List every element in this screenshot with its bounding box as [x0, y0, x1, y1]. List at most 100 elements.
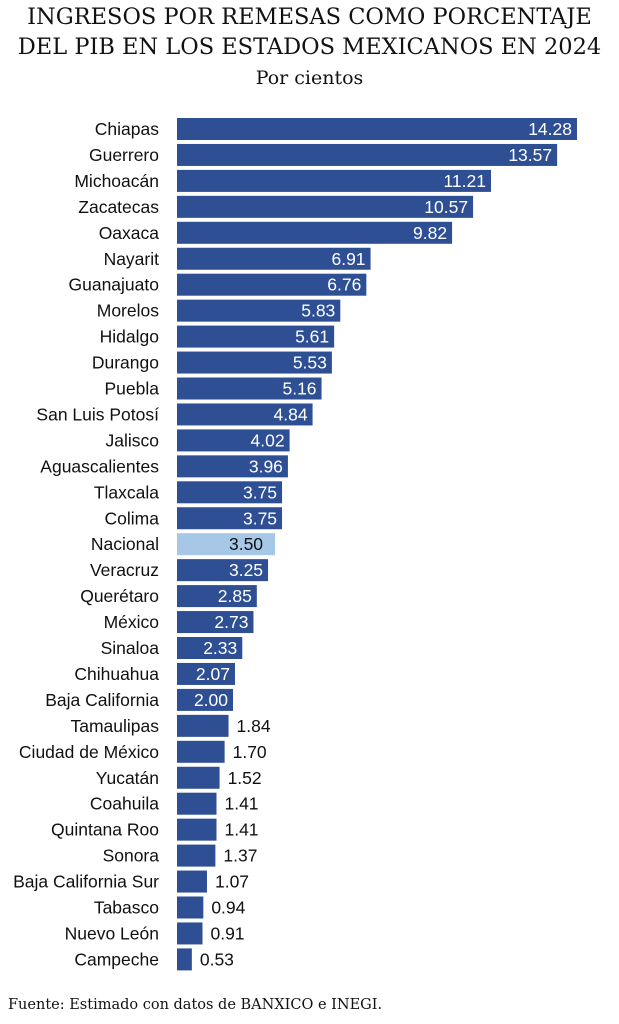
bar-queretaro — [177, 585, 257, 608]
bar-durango — [177, 351, 332, 374]
bar-tabasco — [177, 896, 204, 919]
value-label-guanajuato: 6.76 — [327, 275, 361, 295]
bar-aguascalientes — [177, 455, 288, 478]
category-label-tamaulipas: Tamaulipas — [70, 716, 159, 736]
bar-puebla — [177, 377, 322, 400]
bar-yucatan — [177, 766, 220, 789]
category-label-chiapas: Chiapas — [95, 119, 159, 139]
category-label-coahuila: Coahuila — [90, 794, 159, 814]
category-label-aguascalientes: Aguascalientes — [40, 456, 159, 476]
value-label-chiapas: 14.28 — [528, 119, 572, 139]
bar-morelos — [177, 299, 341, 322]
value-label-chihuahua: 2.07 — [196, 664, 230, 684]
bar-nacional — [177, 533, 276, 556]
category-label-quintana-roo: Quintana Roo — [51, 820, 159, 840]
bar-baja-california — [177, 688, 234, 711]
category-label-mexico: México — [104, 612, 159, 632]
value-label-tabasco: 0.94 — [211, 898, 245, 918]
category-label-guerrero: Guerrero — [89, 145, 159, 165]
bar-nuevo-leon — [177, 922, 203, 945]
category-label-sinaloa: Sinaloa — [101, 638, 160, 658]
category-label-guanajuato: Guanajuato — [69, 275, 160, 295]
bar-guerrero — [177, 143, 558, 166]
bar-colima — [177, 507, 283, 530]
category-label-baja-california: Baja California — [45, 690, 159, 710]
bar-mexico — [177, 611, 254, 634]
value-label-tlaxcala: 3.75 — [243, 482, 277, 502]
value-label-baja-california: 2.00 — [194, 690, 228, 710]
value-label-guerrero: 13.57 — [508, 145, 552, 165]
value-label-hidalgo: 5.61 — [295, 327, 329, 347]
category-label-chihuahua: Chihuahua — [74, 664, 159, 684]
category-label-nuevo-leon: Nuevo León — [65, 923, 159, 943]
category-label-sonora: Sonora — [103, 846, 160, 866]
bar-zacatecas — [177, 195, 474, 218]
source-note: Fuente: Estimado con datos de BANXICO e … — [8, 997, 383, 1013]
value-label-jalisco: 4.02 — [251, 430, 285, 450]
value-label-tamaulipas: 1.84 — [237, 716, 271, 736]
value-label-veracruz: 3.25 — [229, 560, 263, 580]
value-label-ciudad-de-mexico: 1.70 — [233, 742, 267, 762]
value-label-zacatecas: 10.57 — [424, 197, 468, 217]
category-label-yucatan: Yucatán — [96, 768, 159, 788]
category-label-zacatecas: Zacatecas — [78, 197, 159, 217]
bar-quintana-roo — [177, 818, 217, 841]
bar-baja-california-sur — [177, 870, 207, 893]
bar-nayarit — [177, 247, 371, 270]
category-label-nayarit: Nayarit — [104, 249, 160, 269]
category-label-queretaro: Querétaro — [80, 586, 159, 606]
bar-coahuila — [177, 792, 217, 815]
bar-jalisco — [177, 429, 290, 452]
category-label-hidalgo: Hidalgo — [100, 327, 159, 347]
value-label-oaxaca: 9.82 — [413, 223, 447, 243]
bar-michoacan — [177, 169, 492, 192]
value-label-mexico: 2.73 — [214, 612, 248, 632]
value-label-coahuila: 1.41 — [224, 794, 258, 814]
chart-title-line-2: DEL PIB EN LOS ESTADOS MEXICANOS EN 2024 — [17, 34, 602, 60]
value-label-sinaloa: 2.33 — [203, 638, 237, 658]
category-label-baja-california-sur: Baja California Sur — [13, 872, 159, 892]
category-label-tabasco: Tabasco — [94, 898, 159, 918]
value-label-nayarit: 6.91 — [331, 249, 365, 269]
value-label-aguascalientes: 3.96 — [249, 456, 283, 476]
value-label-campeche: 0.53 — [200, 949, 234, 969]
value-label-morelos: 5.83 — [301, 301, 335, 321]
category-label-san-luis-potosi: San Luis Potosí — [36, 404, 159, 424]
bar-tlaxcala — [177, 481, 283, 504]
bar-oaxaca — [177, 221, 453, 244]
bar-ciudad-de-mexico — [177, 740, 225, 763]
bar-guanajuato — [177, 273, 367, 296]
bar-campeche — [177, 948, 192, 971]
value-label-nuevo-leon: 0.91 — [210, 923, 244, 943]
bar-tamaulipas — [177, 714, 229, 737]
value-label-baja-california-sur: 1.07 — [215, 872, 249, 892]
bar-san-luis-potosi — [177, 403, 313, 426]
value-label-queretaro: 2.85 — [218, 586, 252, 606]
chart-title-line-1: INGRESOS POR REMESAS COMO PORCENTAJE — [27, 4, 592, 30]
category-label-durango: Durango — [92, 353, 159, 373]
value-label-colima: 3.75 — [243, 508, 277, 528]
category-label-colima: Colima — [105, 508, 160, 528]
category-label-oaxaca: Oaxaca — [99, 223, 160, 243]
category-label-morelos: Morelos — [97, 301, 159, 321]
value-label-san-luis-potosi: 4.84 — [274, 404, 308, 424]
bar-chiapas — [177, 118, 577, 140]
category-label-ciudad-de-mexico: Ciudad de México — [19, 742, 159, 762]
category-label-jalisco: Jalisco — [106, 430, 160, 450]
bar-hidalgo — [177, 325, 335, 348]
value-label-durango: 5.53 — [293, 353, 327, 373]
category-label-veracruz: Veracruz — [90, 560, 159, 580]
value-label-nacional: 3.50 — [229, 534, 263, 554]
value-label-quintana-roo: 1.41 — [224, 820, 258, 840]
bar-chihuahua — [177, 662, 235, 685]
category-label-tlaxcala: Tlaxcala — [94, 482, 159, 502]
value-label-sonora: 1.37 — [223, 846, 257, 866]
bars-group: Chiapas 14.28 Guerrero 13.57 Michoacán 11.21 Z… — [13, 118, 577, 971]
value-label-michoacan: 11.21 — [444, 171, 487, 191]
value-label-puebla: 5.16 — [282, 379, 316, 399]
bar-sinaloa — [177, 637, 243, 659]
chart-subtitle: Por cientos — [255, 67, 364, 89]
category-label-puebla: Puebla — [105, 379, 160, 399]
bar-sonora — [177, 844, 216, 867]
